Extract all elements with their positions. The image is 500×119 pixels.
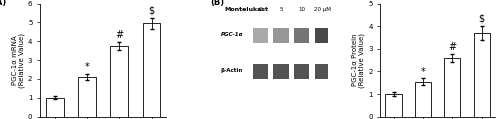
Text: *: * xyxy=(420,67,426,77)
Bar xyxy=(314,64,330,79)
Bar xyxy=(273,28,288,43)
Bar xyxy=(252,28,268,43)
Bar xyxy=(273,64,288,79)
Bar xyxy=(444,58,460,117)
Bar xyxy=(474,33,490,117)
Bar xyxy=(294,28,309,43)
Bar xyxy=(314,28,330,43)
Text: 20 µM: 20 µM xyxy=(314,7,330,12)
Text: $: $ xyxy=(478,14,485,24)
Text: #: # xyxy=(448,42,456,52)
Y-axis label: PGC-1α Protein
(Relative Value): PGC-1α Protein (Relative Value) xyxy=(352,33,366,88)
Bar xyxy=(110,46,128,117)
Bar xyxy=(294,64,309,79)
Text: β-Actin: β-Actin xyxy=(221,68,243,73)
Bar xyxy=(142,23,160,117)
Bar xyxy=(252,64,268,79)
Text: *: * xyxy=(84,62,89,72)
Bar xyxy=(78,77,96,117)
Text: Montelukast: Montelukast xyxy=(224,7,268,12)
Text: 0: 0 xyxy=(258,7,262,12)
Bar xyxy=(46,98,64,117)
Text: (B): (B) xyxy=(210,0,224,7)
Text: PGC-1α: PGC-1α xyxy=(221,32,244,37)
Y-axis label: PGC-1α mRNA
(Relative Value): PGC-1α mRNA (Relative Value) xyxy=(12,33,25,88)
Bar xyxy=(415,82,431,117)
Bar xyxy=(386,94,402,117)
Text: #: # xyxy=(115,30,124,40)
Text: 10: 10 xyxy=(298,7,305,12)
Text: $: $ xyxy=(148,6,154,16)
Text: (A): (A) xyxy=(0,0,6,7)
Text: 5: 5 xyxy=(279,7,282,12)
